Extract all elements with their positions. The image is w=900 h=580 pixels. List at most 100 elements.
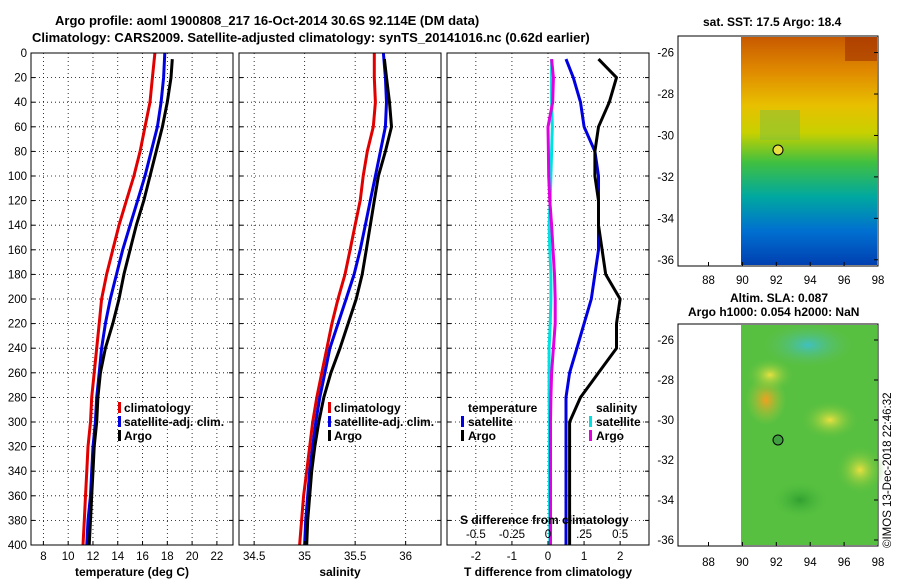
sla-map-panel: Altim. SLA: 0.087 Argo h1000: 0.054 h200… [657, 291, 885, 569]
x-tick-label: 2 [617, 551, 623, 563]
x-tick-label: 34.5 [243, 551, 265, 563]
x-tick-label: 0 [545, 551, 551, 563]
depth-tick-label: 100 [8, 171, 27, 183]
sst-x-ticks: 88 90 92 94 96 98 [702, 262, 884, 287]
lon-tick-label: 96 [838, 557, 851, 569]
sla-dark-patch [770, 480, 830, 520]
depth-tick-label: 120 [8, 196, 27, 208]
lon-tick-label: 94 [804, 557, 817, 569]
depth-tick-label: 0 [21, 48, 27, 60]
legend-title-temperature: temperature [468, 401, 538, 415]
depth-tick-label: 300 [8, 417, 27, 429]
salinity-legend: climatology satellite-adj. clim. Argo [328, 401, 434, 443]
lon-tick-label: 98 [872, 557, 885, 569]
legend-swatch-satellite [328, 416, 331, 427]
lat-tick-label: -26 [657, 335, 674, 347]
series-line [298, 53, 377, 546]
sst-field [741, 37, 877, 265]
legend-label-argo: Argo [334, 429, 362, 443]
sla-yellow-patch-1 [745, 357, 795, 393]
sla-y-ticks: -26 -28 -30 -32 -34 -36 [657, 335, 878, 547]
x-tick-label: 20 [186, 551, 199, 563]
depth-tick-label: 20 [14, 73, 27, 85]
x-tick-label: 14 [111, 551, 124, 563]
legend-label-climatology: climatology [124, 401, 191, 415]
x-axis-label: T difference from climatology [464, 565, 632, 579]
legend-label-satellite: satellite-adj. clim. [124, 415, 224, 429]
x-tick-label: 16 [136, 551, 149, 563]
legend-label-argo: Argo [124, 429, 152, 443]
lat-tick-label: -36 [657, 255, 674, 267]
sla-panel-title-2: Argo h1000: 0.054 h2000: NaN [688, 305, 859, 319]
lat-tick-label: -30 [657, 415, 674, 427]
x-tick-label: 35.5 [344, 551, 366, 563]
series-line [81, 52, 157, 546]
s-tick-label: 0 [545, 529, 551, 541]
depth-tick-label: 280 [8, 392, 27, 404]
title-line-2: Climatology: CARS2009. Satellite-adjuste… [32, 30, 590, 45]
argo-position-marker [772, 144, 784, 156]
lat-tick-label: -34 [657, 213, 674, 225]
series-line [85, 52, 167, 546]
legend-label-satellite: satellite-adj. clim. [334, 415, 434, 429]
s-tick-label: -0.5 [466, 529, 486, 541]
depth-tick-label: 40 [14, 97, 27, 109]
x-tick-label: -2 [471, 551, 481, 563]
title-line-1: Argo profile: aoml 1900808_217 16-Oct-20… [55, 13, 479, 28]
lon-tick-label: 98 [872, 275, 885, 287]
lat-tick-label: -28 [657, 89, 674, 101]
x-tick-label: 35 [298, 551, 311, 563]
legend-swatch-argo [328, 430, 331, 441]
difference-legend-salinity: salinity satellite Argo [589, 401, 641, 443]
legend-swatch-s-argo [589, 430, 592, 441]
s-tick-label: -0.25 [499, 529, 525, 541]
sst-y-ticks: -26 -28 -30 -32 -34 -36 [657, 48, 878, 267]
sst-map-panel: sat. SST: 17.5 Argo: 18.4 -26 -28 -30 -32 -3… [657, 15, 884, 287]
lat-tick-label: -32 [657, 172, 674, 184]
lat-tick-label: -34 [657, 495, 674, 507]
depth-tick-label: 80 [14, 146, 27, 158]
depth-tick-label: 340 [8, 466, 27, 478]
s-tick-label: 0.5 [612, 529, 628, 541]
legend-swatch-climatology [328, 402, 331, 413]
lat-tick-label: -36 [657, 535, 674, 547]
x-tick-label: 36 [399, 551, 412, 563]
x-tick-label: 1 [581, 551, 587, 563]
plot-frame [238, 52, 442, 546]
x-axis-label: temperature (deg C) [75, 565, 189, 579]
legend-label-s-argo: Argo [596, 429, 624, 443]
lat-tick-label: -30 [657, 130, 674, 142]
series-line [564, 58, 600, 545]
lon-tick-label: 88 [702, 557, 715, 569]
legend-label-s-satellite: satellite [596, 415, 641, 429]
argo-position-marker-sla [772, 434, 784, 446]
x-tick-label: 8 [40, 551, 46, 563]
depth-tick-label: 400 [8, 540, 27, 552]
lon-tick-label: 90 [736, 557, 749, 569]
lat-tick-label: -28 [657, 375, 674, 387]
lon-tick-label: 96 [838, 275, 851, 287]
footer-credit: ©IMOS 13-Dec-2018 22:46:32 [882, 392, 894, 548]
sla-yellow-patch-2 [800, 400, 860, 440]
depth-tick-label: 140 [8, 220, 27, 232]
sla-panel-title-1: Altim. SLA: 0.087 [730, 291, 828, 305]
series-line [305, 58, 393, 546]
sla-x-ticks: 88 90 92 94 96 98 [702, 542, 884, 569]
legend-swatch-climatology [118, 402, 121, 413]
s-difference-label: S difference from climatology [460, 513, 629, 527]
legend-swatch-satellite [118, 416, 121, 427]
legend-label-climatology: climatology [334, 401, 401, 415]
series-line [87, 58, 174, 546]
difference-legend-temperature: temperature satellite Argo [461, 401, 538, 443]
salinity-panel: 34.5 35 35.5 36 salinity [238, 52, 442, 579]
legend-label-t-argo: Argo [468, 429, 496, 443]
lon-tick-label: 88 [702, 275, 715, 287]
x-tick-label: 18 [161, 551, 174, 563]
lat-tick-label: -26 [657, 48, 674, 60]
sla-high-patch [763, 323, 853, 367]
x-axis-label: salinity [319, 565, 361, 579]
s-difference-ticks: -0.5 -0.25 0 .25 0.5 [466, 529, 628, 541]
sst-warm-patch [845, 37, 877, 61]
depth-tick-label: 320 [8, 442, 27, 454]
